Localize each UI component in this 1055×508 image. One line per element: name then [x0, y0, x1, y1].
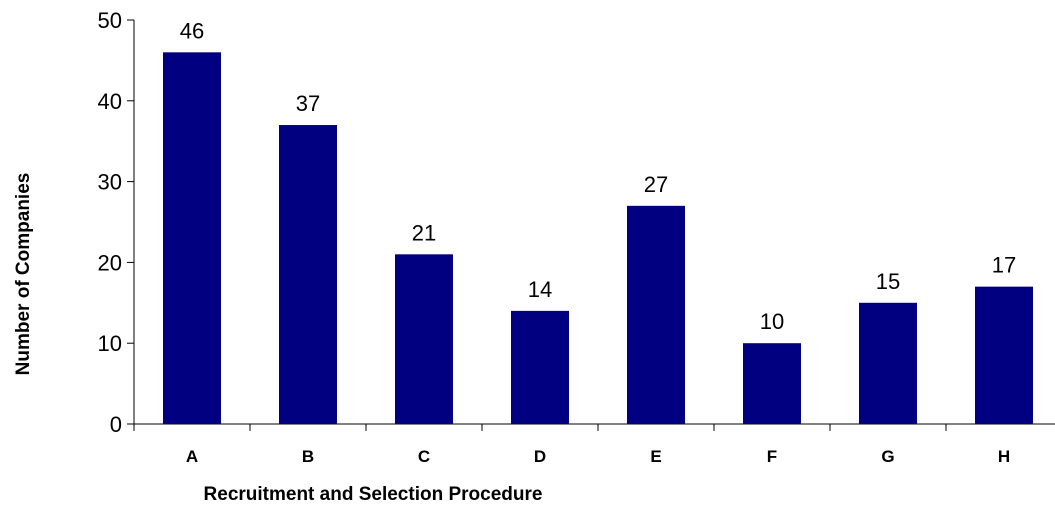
y-tick-label: 50 [98, 8, 122, 33]
data-label: 17 [992, 253, 1016, 278]
bar-f [743, 343, 801, 424]
bar-a [163, 52, 221, 424]
bar-d [511, 310, 569, 424]
data-label: 14 [528, 277, 552, 302]
bar-g [859, 302, 917, 424]
bar-b [279, 125, 337, 424]
y-tick-label: 30 [98, 170, 122, 195]
data-label: 46 [180, 18, 204, 43]
x-tick-label: E [650, 447, 661, 466]
y-tick-label: 0 [110, 412, 122, 437]
x-tick-label: G [881, 447, 894, 466]
data-label: 10 [760, 309, 784, 334]
plot-area: 0 10 20 30 40 50 46 A 37 B 21 C 14 D 27 E 10 F 15 G 17 H [98, 8, 1055, 466]
x-tick-label: H [998, 447, 1010, 466]
data-label: 21 [412, 220, 436, 245]
bar-e [627, 205, 685, 424]
bar-c [395, 254, 453, 424]
x-tick-label: F [767, 447, 777, 466]
x-tick-label: A [186, 447, 198, 466]
y-tick-label: 10 [98, 331, 122, 356]
data-label: 27 [644, 172, 668, 197]
x-tick-label: B [302, 447, 314, 466]
x-tick-label: C [418, 447, 430, 466]
y-axis-title: Number of Companies [13, 173, 34, 376]
data-label: 15 [876, 269, 900, 294]
y-tick-label: 40 [98, 89, 122, 114]
data-label: 37 [296, 91, 320, 116]
x-tick-label: D [534, 447, 546, 466]
x-axis-title: Recruitment and Selection Procedure [204, 484, 543, 505]
bar-h [975, 286, 1033, 424]
y-tick-label: 20 [98, 250, 122, 275]
